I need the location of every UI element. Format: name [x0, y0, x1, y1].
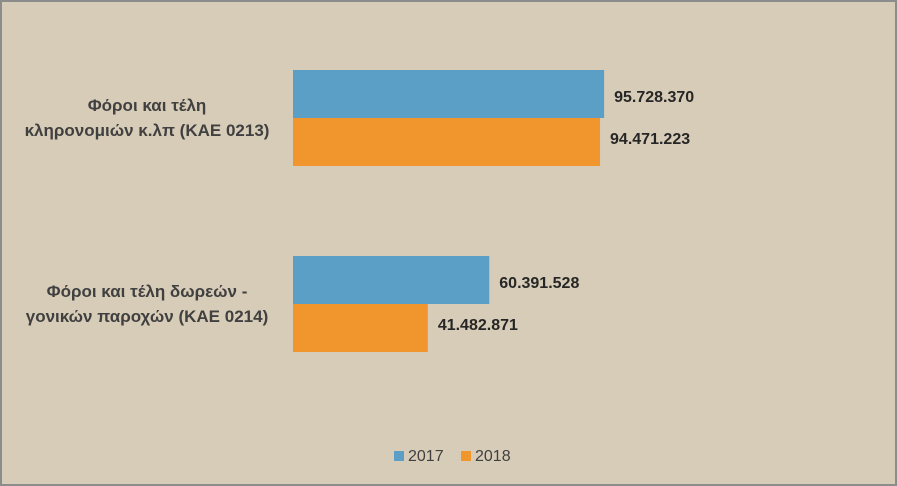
category-label: Φόροι και τέλη κληρονομιών κ.λπ (ΚΑΕ 021… [24, 96, 270, 140]
value-label: 41.482.871 [438, 317, 518, 334]
value-label: 95.728.370 [614, 89, 694, 106]
bar [293, 70, 605, 118]
legend-label: 2017 [408, 448, 444, 465]
value-label: 60.391.528 [499, 275, 579, 292]
legend-label: 2018 [475, 448, 511, 465]
legend-swatch [394, 451, 404, 461]
category-label: Φόροι και τέλη δωρεών - γονικών παροχών … [25, 282, 269, 326]
legend-swatch [461, 451, 471, 461]
bar [293, 304, 428, 352]
bar [293, 118, 601, 166]
bar [293, 256, 490, 304]
value-label: 94.471.223 [610, 131, 690, 148]
